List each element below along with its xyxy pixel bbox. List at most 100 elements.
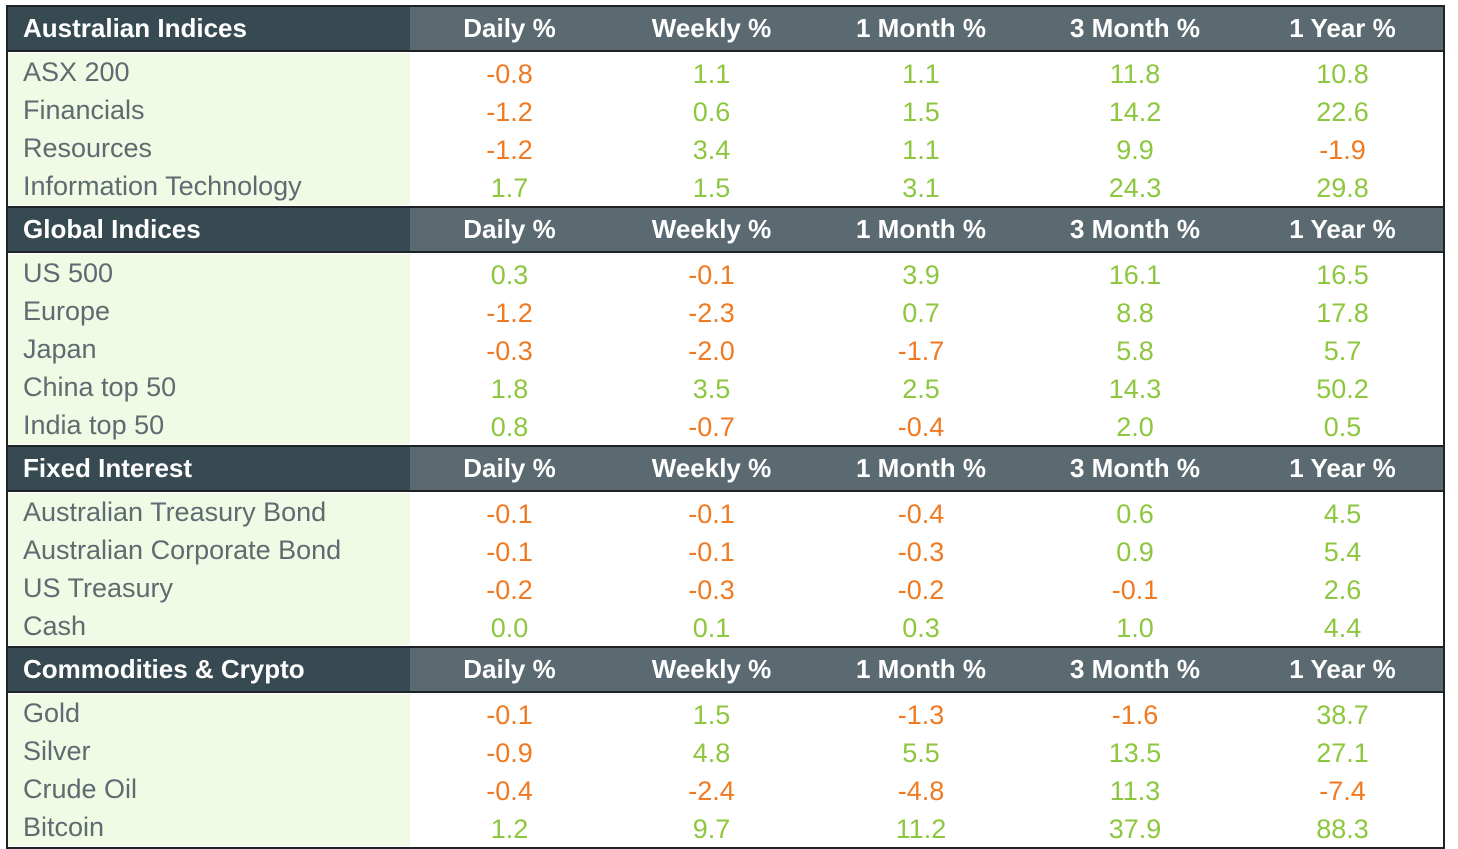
value-cell: 1.1 [902, 134, 940, 165]
value-cell: 17.8 [1316, 297, 1369, 328]
column-header: Weekly % [651, 214, 772, 244]
value-cell: 1.5 [692, 699, 731, 730]
table-row: Japan -0.3 -2.0 -1.7 5.8 5.7 [8, 330, 1443, 368]
value-cell: -0.4 [897, 411, 945, 442]
table-section: Global Indices Daily % Weekly % 1 Month % 3 … [6, 206, 1445, 447]
value-cell: 1.2 [490, 813, 529, 844]
section-title: Commodities & Crypto [8, 648, 410, 691]
value-cell: -0.1 [688, 498, 735, 529]
value-cell: -0.1 [486, 536, 533, 567]
section-rows: Gold -0.1 1.5 -1.3 -1.6 38.7 Silver -0.9 4.8 5.5 1… [8, 693, 1443, 847]
value-cell: 0.0 [490, 612, 529, 643]
value-cell: -2.0 [688, 335, 735, 366]
column-header: 1 Year % [1289, 654, 1396, 684]
row-label: ASX 200 [8, 53, 410, 91]
section-rows: Australian Treasury Bond -0.1 -0.1 -0.4 0.6 4… [8, 492, 1443, 646]
table-section: Fixed Interest Daily % Weekly % 1 Month % 3 … [6, 445, 1445, 648]
value-cell: 50.2 [1316, 373, 1369, 404]
column-header: 3 Month % [1070, 214, 1200, 244]
value-cell: 16.5 [1316, 259, 1369, 290]
row-label: Australian Treasury Bond [8, 493, 410, 531]
value-cell: 5.5 [902, 737, 940, 768]
row-label: Bitcoin [8, 808, 410, 846]
value-cell: 10.8 [1316, 58, 1369, 89]
section-header: Fixed Interest Daily % Weekly % 1 Month % 3 … [8, 447, 1443, 492]
column-header: Daily % [463, 654, 556, 684]
value-cell: 2.0 [1116, 411, 1154, 442]
column-header: 1 Year % [1289, 214, 1396, 244]
value-cell: 14.2 [1108, 96, 1162, 127]
performance-table: Australian Indices Daily % Weekly % 1 Month… [6, 5, 1445, 849]
value-cell: 9.9 [1116, 134, 1154, 165]
value-cell: 3.4 [692, 134, 731, 165]
table-row: India top 50 0.8 -0.7 -0.4 2.0 0.5 [8, 406, 1443, 444]
value-cell: 22.6 [1316, 96, 1369, 127]
table-section: Australian Indices Daily % Weekly % 1 Month… [6, 5, 1445, 208]
value-cell: -1.7 [897, 335, 945, 366]
value-cell: -0.1 [486, 699, 533, 730]
table-section: Commodities & Crypto Daily % Weekly % 1 Mon… [6, 646, 1445, 849]
table-row: Information Technology 1.7 1.5 3.1 24.3 29.8 [8, 167, 1443, 205]
value-cell: 2.5 [902, 373, 940, 404]
value-cell: 1.1 [902, 58, 940, 89]
column-header: Daily % [463, 214, 556, 244]
value-cell: 3.9 [902, 259, 940, 290]
value-cell: 37.9 [1108, 813, 1162, 844]
row-label: China top 50 [8, 368, 410, 406]
value-cell: 5.8 [1116, 335, 1154, 366]
row-label: Financials [8, 91, 410, 129]
table-row: Crude Oil -0.4 -2.4 -4.8 11.3 -7.4 [8, 770, 1443, 808]
value-cell: 11.2 [895, 813, 947, 844]
section-title: Fixed Interest [8, 447, 410, 490]
value-cell: -0.2 [486, 574, 533, 605]
row-label: Gold [8, 694, 410, 732]
value-cell: -0.4 [897, 498, 945, 529]
table-row: China top 50 1.8 3.5 2.5 14.3 50.2 [8, 368, 1443, 406]
value-cell: 14.3 [1108, 373, 1162, 404]
value-cell: -1.2 [486, 96, 533, 127]
value-cell: 0.3 [902, 612, 940, 643]
value-cell: 0.3 [490, 259, 529, 290]
row-label: Europe [8, 292, 410, 330]
table-row: Australian Corporate Bond -0.1 -0.1 -0.3 0.9… [8, 531, 1443, 569]
value-cell: 0.8 [490, 411, 529, 442]
value-cell: 1.7 [490, 172, 529, 203]
value-cell: 4.4 [1323, 612, 1362, 643]
column-header: 3 Month % [1070, 13, 1200, 43]
value-cell: 1.5 [902, 96, 940, 127]
table-row: Europe -1.2 -2.3 0.7 8.8 17.8 [8, 292, 1443, 330]
column-header: 1 Month % [856, 13, 986, 43]
column-header: 1 Month % [856, 214, 986, 244]
value-cell: -1.2 [486, 297, 533, 328]
table-row: Resources -1.2 3.4 1.1 9.9 -1.9 [8, 129, 1443, 167]
value-cell: 16.1 [1108, 259, 1162, 290]
value-cell: -0.3 [486, 335, 533, 366]
value-cell: -0.1 [1111, 574, 1159, 605]
table-row: Cash 0.0 0.1 0.3 1.0 4.4 [8, 607, 1443, 645]
value-cell: -4.8 [897, 775, 945, 806]
row-label: Crude Oil [8, 770, 410, 808]
value-cell: 4.5 [1323, 498, 1362, 529]
value-cell: 1.1 [692, 58, 731, 89]
column-header: Daily % [463, 453, 556, 483]
row-label: US Treasury [8, 569, 410, 607]
column-header: 1 Year % [1289, 13, 1396, 43]
value-cell: -1.3 [897, 699, 945, 730]
row-label: US 500 [8, 254, 410, 292]
value-cell: -1.2 [486, 134, 533, 165]
value-cell: 4.8 [692, 737, 731, 768]
value-cell: -0.2 [897, 574, 945, 605]
table-row: ASX 200 -0.8 1.1 1.1 11.8 10.8 [8, 53, 1443, 91]
value-cell: -1.9 [1319, 134, 1366, 165]
value-cell: 38.7 [1316, 699, 1369, 730]
value-cell: 13.5 [1108, 737, 1162, 768]
value-cell: 0.6 [692, 96, 731, 127]
column-header: Weekly % [651, 453, 772, 483]
value-cell: 1.5 [692, 172, 731, 203]
value-cell: -0.3 [688, 574, 735, 605]
value-cell: 2.6 [1323, 574, 1362, 605]
value-cell: -1.6 [1111, 699, 1159, 730]
column-header: 1 Year % [1289, 453, 1396, 483]
value-cell: -0.3 [897, 536, 945, 567]
value-cell: 24.3 [1108, 172, 1162, 203]
